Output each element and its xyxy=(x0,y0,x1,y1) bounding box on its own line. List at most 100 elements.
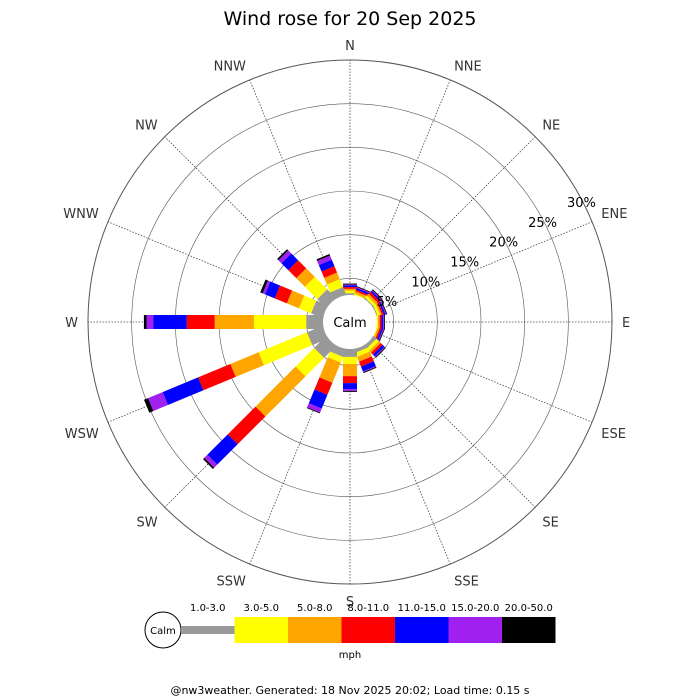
direction-label-nw: NW xyxy=(135,119,158,134)
legend-bin-label: 3.0-5.0 xyxy=(244,603,279,614)
bar-segment xyxy=(262,280,271,295)
direction-label-wsw: WSW xyxy=(65,427,99,442)
bar-segment xyxy=(377,302,385,317)
legend-swatch xyxy=(395,617,449,643)
radial-tick-labels: 5% 10% 15% 20% 25% 30% xyxy=(377,196,596,310)
bar-segment xyxy=(375,347,386,358)
bar-segment xyxy=(356,287,370,294)
bar-segment xyxy=(370,342,383,355)
bar-segment xyxy=(153,315,187,329)
bar-segment xyxy=(372,289,383,300)
bar-segment xyxy=(143,398,154,413)
bar-segment xyxy=(384,315,385,329)
radial-tick-label: 15% xyxy=(450,256,479,271)
bar-segment xyxy=(366,293,379,306)
bar-segment xyxy=(377,328,385,342)
direction-label-s: S xyxy=(346,595,354,610)
radial-tick-label: 20% xyxy=(489,236,518,251)
radial-tick-label: 5% xyxy=(377,295,398,310)
bar-segment xyxy=(278,250,292,264)
legend-swatch xyxy=(502,617,556,643)
bar-segment xyxy=(378,301,386,316)
bar-segment xyxy=(343,363,357,377)
bar-segment xyxy=(203,457,215,469)
legend-unit-label: mph xyxy=(339,650,361,661)
grid-ring xyxy=(131,103,569,541)
bar-segment xyxy=(308,389,328,409)
bar-segment xyxy=(366,338,380,352)
bar-segment xyxy=(376,327,384,342)
bar-segment xyxy=(356,351,372,362)
legend-swatch xyxy=(181,626,235,634)
radial-tick-label: 25% xyxy=(528,216,557,231)
bar-segment xyxy=(354,291,369,299)
bar-segment xyxy=(383,315,385,329)
bar-segment xyxy=(143,315,147,329)
legend-calm-label: Calm xyxy=(150,626,176,637)
bar-segment xyxy=(253,315,307,329)
bar-segment xyxy=(304,276,328,300)
bar-segment xyxy=(381,301,388,315)
bar-segment xyxy=(230,352,264,377)
bar-segment xyxy=(214,315,254,329)
bar-segment xyxy=(260,279,268,294)
bar-segment xyxy=(258,332,313,366)
direction-label-ene: ENE xyxy=(601,207,627,222)
legend-bin-label: 5.0-8.0 xyxy=(297,603,332,614)
direction-label-nnw: NNW xyxy=(214,60,246,75)
bar-segment xyxy=(321,266,338,278)
bar-segment xyxy=(343,390,357,392)
legend-bin-label: 1.0-3.0 xyxy=(190,603,225,614)
bar-segment xyxy=(326,278,344,293)
bar-w xyxy=(143,315,350,329)
bar-segment xyxy=(162,377,204,406)
bar-segment xyxy=(379,315,382,329)
bar-segment xyxy=(314,377,333,395)
bar-segment xyxy=(316,253,331,261)
bar-segment xyxy=(343,389,357,391)
bar-segment xyxy=(363,366,377,374)
calm-label: Calm xyxy=(333,316,366,331)
bar-segment xyxy=(370,290,382,302)
radial-tick-label: 30% xyxy=(567,196,596,211)
direction-label-w: W xyxy=(65,316,78,331)
bar-segment xyxy=(364,295,377,308)
bar-segment xyxy=(255,366,306,417)
legend-swatch xyxy=(448,617,502,643)
direction-label-nne: NNE xyxy=(454,60,482,75)
speed-legend: Calm 1.0-3.0 3.0-5.0 5.0-8.0 8.0-11.0 11.0-1… xyxy=(144,603,556,661)
calm-center: Calm xyxy=(323,295,377,349)
bar-segment xyxy=(318,259,335,272)
bar-segment xyxy=(207,434,238,465)
direction-label-n: N xyxy=(345,39,355,54)
bar-segment xyxy=(327,351,344,363)
bar-segment xyxy=(343,376,357,384)
bar-segment xyxy=(375,303,383,317)
bar-segment xyxy=(317,255,332,265)
bar-segment xyxy=(362,366,377,373)
bar-segment xyxy=(343,356,357,364)
bar-segment xyxy=(378,328,385,342)
bar-segment xyxy=(372,344,385,357)
bar-segment xyxy=(186,315,215,329)
bar-segment xyxy=(369,341,381,353)
bar-segment xyxy=(146,315,154,329)
direction-label-ne: NE xyxy=(542,119,560,134)
bar-segment xyxy=(343,383,357,390)
bar-segment xyxy=(296,268,315,287)
bar-segment xyxy=(204,454,218,468)
bar-segment xyxy=(374,326,382,341)
bar-segment xyxy=(288,260,307,279)
direction-label-sw: SW xyxy=(137,515,158,530)
bar-segment xyxy=(371,289,383,301)
bar-segment xyxy=(343,285,357,288)
chart-title: Wind rose for 20 Sep 2025 xyxy=(223,8,476,30)
bar-segment xyxy=(373,303,381,318)
direction-label-ssw: SSW xyxy=(217,574,247,589)
bar-segment xyxy=(306,407,321,414)
bar-segment xyxy=(360,361,376,372)
bar-segment xyxy=(355,287,370,295)
bar-segment xyxy=(227,406,266,445)
bar-segment xyxy=(307,403,322,413)
